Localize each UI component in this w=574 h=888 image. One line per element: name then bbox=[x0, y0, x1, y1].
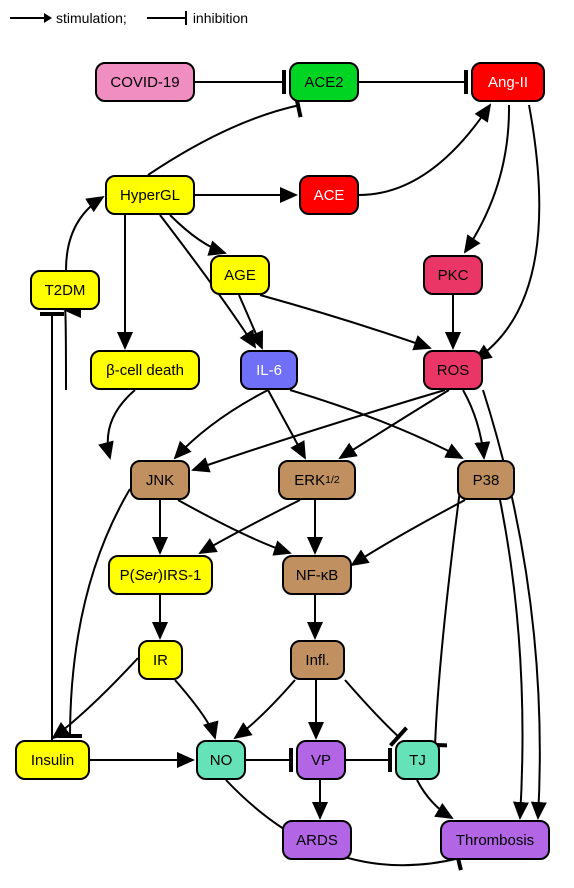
node-hypergl: HyperGL bbox=[105, 175, 195, 215]
node-age: AGE bbox=[210, 255, 270, 295]
edge bbox=[463, 390, 484, 458]
node-vp: VP bbox=[296, 740, 346, 780]
node-no: NO bbox=[196, 740, 246, 780]
edge bbox=[66, 197, 103, 270]
edge bbox=[290, 390, 462, 458]
legend: stimulation; inhibition bbox=[10, 10, 268, 26]
edge bbox=[435, 490, 460, 747]
edge bbox=[260, 295, 430, 348]
node-infl: Infl. bbox=[290, 640, 345, 680]
edge bbox=[53, 658, 138, 738]
inhibition-icon bbox=[147, 17, 187, 19]
node-ros: ROS bbox=[423, 350, 483, 390]
edge bbox=[178, 500, 290, 553]
edge bbox=[175, 680, 215, 738]
node-insulin: Insulin bbox=[15, 740, 90, 780]
edge bbox=[268, 390, 305, 458]
edge bbox=[345, 680, 400, 738]
edge bbox=[500, 500, 523, 818]
node-nfkb: NF-κB bbox=[282, 555, 352, 595]
node-jnk: JNK bbox=[130, 460, 190, 500]
edge bbox=[475, 105, 539, 360]
edge bbox=[200, 500, 300, 553]
node-covid: COVID-19 bbox=[95, 62, 195, 102]
arrow-icon bbox=[10, 17, 50, 19]
edge bbox=[359, 105, 490, 195]
node-ards: ARDS bbox=[282, 820, 352, 860]
edge bbox=[235, 680, 295, 738]
node-p38: P38 bbox=[457, 460, 515, 500]
edge bbox=[193, 390, 445, 470]
node-erk: ERK1/2 bbox=[278, 460, 356, 500]
node-pkc: PKC bbox=[423, 255, 483, 295]
edge bbox=[465, 105, 509, 252]
edge bbox=[483, 390, 540, 818]
edge bbox=[65, 310, 66, 390]
edge bbox=[148, 105, 300, 175]
legend-stim-label: stimulation; bbox=[56, 10, 127, 26]
node-ir: IR bbox=[138, 640, 183, 680]
edge bbox=[70, 489, 130, 738]
node-pser: P(Ser)IRS-1 bbox=[108, 555, 213, 595]
node-ang2: Ang-II bbox=[471, 62, 545, 102]
edge bbox=[340, 390, 449, 458]
node-ace: ACE bbox=[299, 175, 359, 215]
edge bbox=[175, 390, 268, 458]
edge bbox=[239, 295, 262, 348]
node-t2dm: T2DM bbox=[30, 270, 100, 310]
legend-stimulation: stimulation; bbox=[10, 10, 127, 26]
legend-inhib-label: inhibition bbox=[193, 10, 248, 26]
node-throm: Thrombosis bbox=[440, 820, 550, 860]
edge bbox=[108, 390, 135, 458]
node-ace2: ACE2 bbox=[289, 62, 359, 102]
node-bcell: β-cell death bbox=[90, 350, 200, 390]
node-il6: IL-6 bbox=[240, 350, 298, 390]
edge bbox=[352, 500, 465, 565]
edge bbox=[170, 215, 225, 253]
legend-inhibition: inhibition bbox=[147, 10, 248, 26]
edge bbox=[417, 780, 452, 818]
node-tj: TJ bbox=[395, 740, 440, 780]
